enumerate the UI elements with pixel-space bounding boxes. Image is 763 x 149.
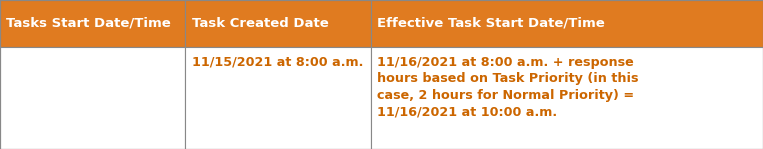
Text: Tasks Start Date/Time: Tasks Start Date/Time xyxy=(6,17,171,30)
Text: Task Created Date: Task Created Date xyxy=(192,17,328,30)
Bar xyxy=(185,47,371,149)
Bar xyxy=(0,0,185,47)
Bar xyxy=(185,0,371,47)
Text: Effective Task Start Date/Time: Effective Task Start Date/Time xyxy=(377,17,604,30)
Bar xyxy=(371,47,763,149)
Bar xyxy=(371,0,763,47)
Text: 11/15/2021 at 8:00 a.m.: 11/15/2021 at 8:00 a.m. xyxy=(192,56,363,69)
Bar xyxy=(0,47,185,149)
Text: 11/16/2021 at 8:00 a.m. + response
hours based on Task Priority (in this
case, 2: 11/16/2021 at 8:00 a.m. + response hours… xyxy=(377,56,639,118)
